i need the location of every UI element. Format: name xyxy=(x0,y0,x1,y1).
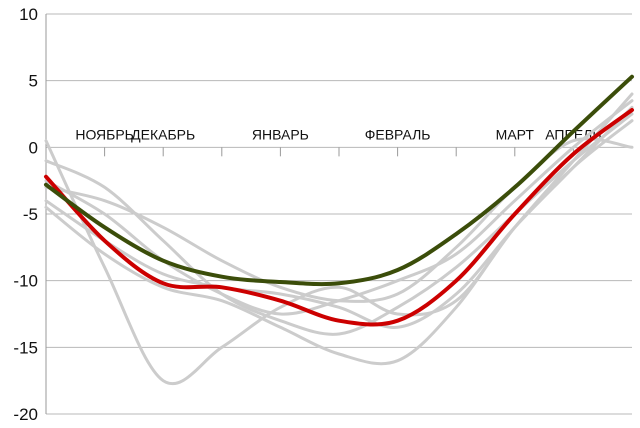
y-axis-ticks: 10 5 0 -5 -10 -15 -20 xyxy=(13,5,38,424)
y-tick-label: 10 xyxy=(19,5,38,24)
x-tick-label: ДЕКАБРЬ xyxy=(131,126,195,142)
series-line-5 xyxy=(44,105,634,329)
x-tick-label: ФЕВРАЛЬ xyxy=(365,126,431,142)
y-tick-label: -10 xyxy=(13,272,38,291)
y-tick-label: 5 xyxy=(29,72,38,91)
y-tick-label: -5 xyxy=(23,205,38,224)
x-tick-label: МАРТ xyxy=(496,126,535,142)
series-lines xyxy=(44,74,634,386)
y-tick-label: -15 xyxy=(13,338,38,357)
series-line-7 xyxy=(44,108,634,327)
series-line-6 xyxy=(44,137,634,303)
x-tick-label: ЯНВАРЬ xyxy=(252,126,309,142)
y-tick-label: 0 xyxy=(29,138,38,157)
x-tick-label: НОЯБРЬ xyxy=(75,126,134,142)
y-tick-label: -20 xyxy=(13,405,38,424)
series-line-8 xyxy=(44,74,634,287)
